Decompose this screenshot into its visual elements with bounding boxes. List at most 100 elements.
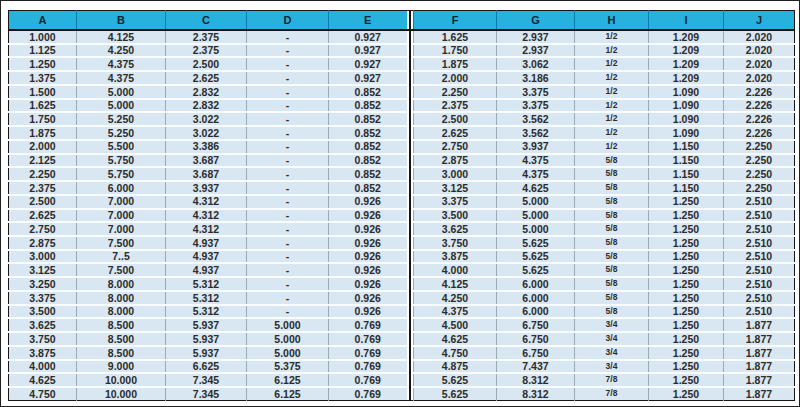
cell-h: 5/8 — [575, 236, 649, 250]
cell-a: 4.625 — [9, 373, 77, 387]
cell-f: 4.875 — [414, 360, 497, 374]
cell-a: 1.250 — [9, 57, 77, 71]
table-half-divider — [407, 126, 414, 140]
cell-e: 0.852 — [329, 112, 407, 126]
cell-e: 0.927 — [329, 57, 407, 71]
cell-i: 1.250 — [649, 195, 724, 209]
cell-h: 1/2 — [575, 140, 649, 154]
cell-b: 8.500 — [77, 318, 166, 332]
cell-a: 3.000 — [9, 250, 77, 264]
cell-g: 6.750 — [497, 332, 575, 346]
table-half-divider — [407, 30, 414, 44]
cell-e: 0.926 — [329, 250, 407, 264]
table-row: 1.3754.3752.625-0.9272.0003.1861/21.2092… — [9, 71, 795, 85]
table-half-divider — [407, 291, 414, 305]
column-header-d: D — [247, 11, 329, 31]
table-row: 3.5008.0005.312-0.9264.3756.0005/81.2502… — [9, 305, 795, 319]
cell-b: 7.000 — [77, 222, 166, 236]
cell-c: 2.500 — [166, 57, 247, 71]
cell-a: 2.375 — [9, 181, 77, 195]
cell-j: 2.020 — [724, 57, 795, 71]
cell-b: 8.000 — [77, 277, 166, 291]
cell-b: 8.500 — [77, 346, 166, 360]
cell-a: 2.500 — [9, 195, 77, 209]
cell-c: 2.832 — [166, 85, 247, 99]
cell-f: 2.375 — [414, 99, 497, 113]
cell-f: 2.625 — [414, 126, 497, 140]
table-half-divider — [407, 167, 414, 181]
cell-c: 5.312 — [166, 277, 247, 291]
table-row: 2.1255.7503.687-0.8522.8754.3755/81.1502… — [9, 154, 795, 168]
table-half-divider — [407, 236, 414, 250]
cell-f: 5.625 — [414, 373, 497, 387]
table-half-divider — [407, 263, 414, 277]
cell-e: 0.926 — [329, 236, 407, 250]
cell-h: 5/8 — [575, 291, 649, 305]
column-header-f: F — [414, 11, 497, 31]
cell-f: 5.625 — [414, 387, 497, 400]
table-half-divider — [407, 44, 414, 58]
table-row: 2.5007.0004.312-0.9263.3755.0005/81.2502… — [9, 195, 795, 209]
cell-e: 0.926 — [329, 291, 407, 305]
cell-d: - — [247, 277, 329, 291]
table-row: 1.7505.2503.022-0.8522.5003.5621/21.0902… — [9, 112, 795, 126]
cell-f: 4.625 — [414, 332, 497, 346]
cell-b: 7..5 — [77, 250, 166, 264]
cell-e: 0.769 — [329, 360, 407, 374]
table-half-divider — [407, 11, 414, 31]
cell-d: - — [247, 140, 329, 154]
cell-e: 0.769 — [329, 318, 407, 332]
table-half-divider — [407, 209, 414, 223]
cell-c: 5.937 — [166, 318, 247, 332]
table-half-divider — [407, 360, 414, 374]
cell-b: 4.125 — [77, 30, 166, 44]
cell-c: 5.937 — [166, 332, 247, 346]
cell-e: 0.926 — [329, 222, 407, 236]
cell-j: 2.510 — [724, 209, 795, 223]
cell-h: 1/2 — [575, 30, 649, 44]
cell-e: 0.926 — [329, 209, 407, 223]
table-header: ABCDEFGHIJ — [9, 11, 795, 31]
column-header-i: I — [649, 11, 724, 31]
cell-g: 6.000 — [497, 291, 575, 305]
cell-a: 2.000 — [9, 140, 77, 154]
cell-d: - — [247, 126, 329, 140]
cell-a: 1.375 — [9, 71, 77, 85]
table-row: 4.62510.0007.3456.1250.7695.6258.3127/81… — [9, 373, 795, 387]
cell-h: 7/8 — [575, 387, 649, 400]
cell-h: 7/8 — [575, 373, 649, 387]
cell-c: 7.345 — [166, 387, 247, 400]
table-half-divider — [407, 305, 414, 319]
cell-f: 4.000 — [414, 263, 497, 277]
cell-b: 7.000 — [77, 209, 166, 223]
cell-j: 2.250 — [724, 140, 795, 154]
cell-f: 3.875 — [414, 250, 497, 264]
table-row: 3.2508.0005.312-0.9264.1256.0005/81.2502… — [9, 277, 795, 291]
cell-i: 1.090 — [649, 99, 724, 113]
table-half-divider — [407, 277, 414, 291]
table-half-divider — [407, 195, 414, 209]
cell-c: 4.312 — [166, 222, 247, 236]
cell-j: 2.510 — [724, 236, 795, 250]
cell-i: 1.250 — [649, 373, 724, 387]
cell-i: 1.250 — [649, 387, 724, 400]
cell-j: 1.877 — [724, 360, 795, 374]
cell-i: 1.209 — [649, 30, 724, 44]
cell-h: 5/8 — [575, 181, 649, 195]
cell-c: 2.625 — [166, 71, 247, 85]
cell-b: 10.000 — [77, 373, 166, 387]
cell-d: 5.000 — [247, 318, 329, 332]
page-frame: ABCDEFGHIJ 1.0004.1252.375-0.9271.6252.9… — [0, 0, 800, 407]
cell-e: 0.926 — [329, 277, 407, 291]
cell-j: 2.510 — [724, 305, 795, 319]
cell-a: 3.875 — [9, 346, 77, 360]
cell-i: 1.250 — [649, 346, 724, 360]
cell-d: - — [247, 209, 329, 223]
cell-f: 4.750 — [414, 346, 497, 360]
cell-b: 8.000 — [77, 291, 166, 305]
table-half-divider — [407, 140, 414, 154]
table-row: 4.75010.0007.3456.1250.7695.6258.3127/81… — [9, 387, 795, 400]
table-half-divider — [407, 222, 414, 236]
cell-e: 0.926 — [329, 263, 407, 277]
cell-b: 5.250 — [77, 112, 166, 126]
